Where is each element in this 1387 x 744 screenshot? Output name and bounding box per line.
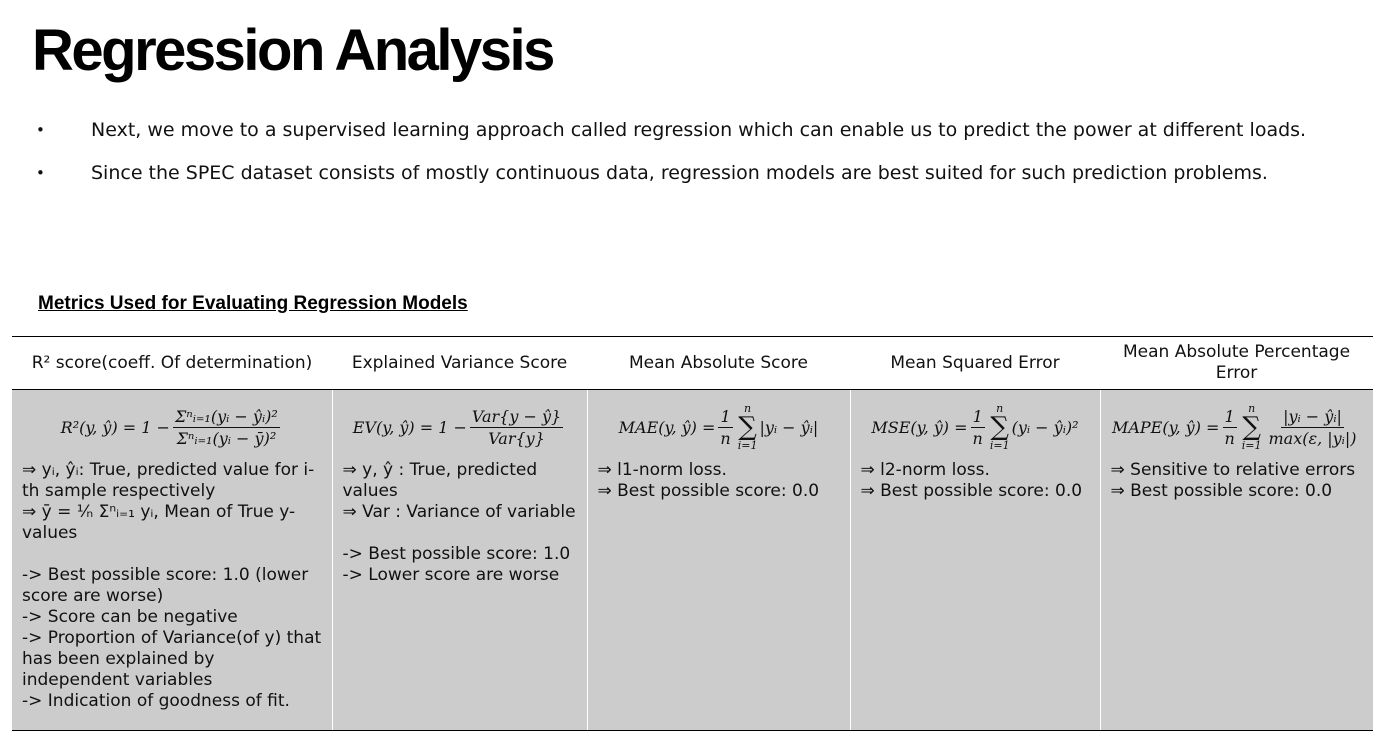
mse-sum-top: n — [996, 402, 1004, 415]
header-explained-variance: Explained Variance Score — [332, 336, 587, 390]
mape-formula-lhs: MAPE(y, ŷ) = — [1111, 417, 1220, 437]
metrics-table: R² score(coeff. Of determination) Explai… — [12, 336, 1373, 731]
header-mean-squared: Mean Squared Error — [850, 336, 1100, 390]
mape-term-denominator: max(ε, |yᵢ|) — [1268, 428, 1357, 448]
header-mean-absolute: Mean Absolute Score — [587, 336, 850, 390]
mape-sum-top: n — [1248, 402, 1256, 415]
mse-notes: ⇒ l2-norm loss. ⇒ Best possible score: 0… — [860, 460, 1083, 501]
r2-denominator: Σⁿᵢ₌₁(yᵢ − ȳ)² — [176, 428, 277, 448]
mse-fraction: 1 n — [970, 406, 985, 449]
mape-numerator: 1 — [1222, 406, 1237, 428]
mse-term: (yᵢ − ŷᵢ)² — [1011, 417, 1079, 437]
bullet-list: • Next, we move to a supervised learning… — [36, 118, 1326, 204]
mae-denominator: n — [720, 428, 731, 448]
mape-formula: MAPE(y, ŷ) = 1 n n ∑ i=1 |yᵢ − ŷᵢ| max(ε… — [1111, 394, 1364, 460]
r2-formula: R²(y, ŷ) = 1 − Σⁿᵢ₌₁(yᵢ − ŷᵢ)² Σⁿᵢ₌₁(yᵢ … — [22, 394, 322, 460]
ev-formula: EV(y, ŷ) = 1 − Var{y − ŷ} Var{y} — [343, 394, 577, 460]
ev-denominator: Var{y} — [488, 428, 545, 448]
header-mape: Mean Absolute Percentage Error — [1100, 336, 1373, 390]
mae-term: |yᵢ − ŷᵢ| — [759, 417, 819, 437]
mae-fraction: 1 n — [718, 406, 733, 449]
mape-sum-icon: n ∑ i=1 — [1242, 403, 1262, 451]
bullet-item: • Next, we move to a supervised learning… — [36, 118, 1326, 142]
mse-denominator: n — [972, 428, 983, 448]
ev-formula-lhs: EV(y, ŷ) = 1 − — [352, 417, 467, 437]
header-r2-score: R² score(coeff. Of determination) — [12, 336, 332, 390]
mse-sum-bottom: i=1 — [989, 439, 1010, 452]
cell-r2: R²(y, ŷ) = 1 − Σⁿᵢ₌₁(yᵢ − ŷᵢ)² Σⁿᵢ₌₁(yᵢ … — [12, 389, 332, 731]
cell-mse: MSE(y, ŷ) = 1 n n ∑ i=1 (yᵢ − ŷᵢ)² ⇒ l2-… — [849, 389, 1100, 731]
mae-formula-lhs: MAE(y, ŷ) = — [618, 417, 716, 437]
mae-sum-bottom: i=1 — [737, 439, 758, 452]
mape-denominator: n — [1224, 428, 1235, 448]
metrics-subheading: Metrics Used for Evaluating Regression M… — [38, 293, 468, 314]
mape-fraction: 1 n — [1222, 406, 1237, 449]
r2-formula-lhs: R²(y, ŷ) = 1 − — [60, 417, 170, 437]
mape-notes: ⇒ Sensitive to relative errors ⇒ Best po… — [1110, 460, 1356, 501]
mae-sum-icon: n ∑ i=1 — [738, 403, 758, 451]
mae-numerator: 1 — [718, 406, 733, 428]
mse-formula: MSE(y, ŷ) = 1 n n ∑ i=1 (yᵢ − ŷᵢ)² — [861, 394, 1090, 460]
r2-fraction: Σⁿᵢ₌₁(yᵢ − ŷᵢ)² Σⁿᵢ₌₁(yᵢ − ȳ)² — [172, 406, 280, 449]
mse-formula-lhs: MSE(y, ŷ) = — [871, 417, 968, 437]
mape-term-fraction: |yᵢ − ŷᵢ| max(ε, |yᵢ|) — [1267, 406, 1359, 449]
mape-sum-bottom: i=1 — [1241, 439, 1262, 452]
page-title: Regression Analysis — [32, 18, 555, 83]
mae-formula: MAE(y, ŷ) = 1 n n ∑ i=1 |yᵢ − ŷᵢ| — [598, 394, 840, 460]
mape-term-numerator: |yᵢ − ŷᵢ| — [1281, 406, 1344, 428]
sigma-icon: ∑ — [1242, 412, 1261, 442]
cell-mae: MAE(y, ŷ) = 1 n n ∑ i=1 |yᵢ − ŷᵢ| ⇒ l1-n… — [586, 389, 850, 731]
bullet-item: • Since the SPEC dataset consists of mos… — [36, 161, 1326, 185]
mae-notes: ⇒ l1-norm loss. ⇒ Best possible score: 0… — [597, 460, 820, 501]
cell-mape: MAPE(y, ŷ) = 1 n n ∑ i=1 |yᵢ − ŷᵢ| max(ε… — [1099, 389, 1373, 731]
sigma-icon: ∑ — [990, 412, 1009, 442]
table-header-row: R² score(coeff. Of determination) Explai… — [12, 336, 1373, 390]
mse-numerator: 1 — [970, 406, 985, 428]
mse-sum-icon: n ∑ i=1 — [990, 403, 1010, 451]
table-row: R²(y, ŷ) = 1 − Σⁿᵢ₌₁(yᵢ − ŷᵢ)² Σⁿᵢ₌₁(yᵢ … — [12, 389, 1373, 731]
mae-sum-top: n — [744, 402, 752, 415]
r2-notes: ⇒ yᵢ, ŷᵢ: True, predicted value for i-th… — [22, 460, 322, 711]
bullet-text: Since the SPEC dataset consists of mostl… — [91, 162, 1268, 184]
cell-ev: EV(y, ŷ) = 1 − Var{y − ŷ} Var{y} ⇒ y, ŷ … — [331, 389, 587, 731]
bullet-text: Next, we move to a supervised learning a… — [91, 119, 1307, 141]
ev-fraction: Var{y − ŷ} Var{y} — [469, 406, 564, 449]
ev-notes: ⇒ y, ŷ : True, predicted values ⇒ Var : … — [342, 460, 576, 585]
sigma-icon: ∑ — [738, 412, 757, 442]
bullet-icon: • — [36, 121, 45, 139]
bullet-icon: • — [36, 164, 45, 182]
ev-numerator: Var{y − ŷ} — [469, 406, 564, 428]
r2-numerator: Σⁿᵢ₌₁(yᵢ − ŷᵢ)² — [172, 406, 280, 428]
